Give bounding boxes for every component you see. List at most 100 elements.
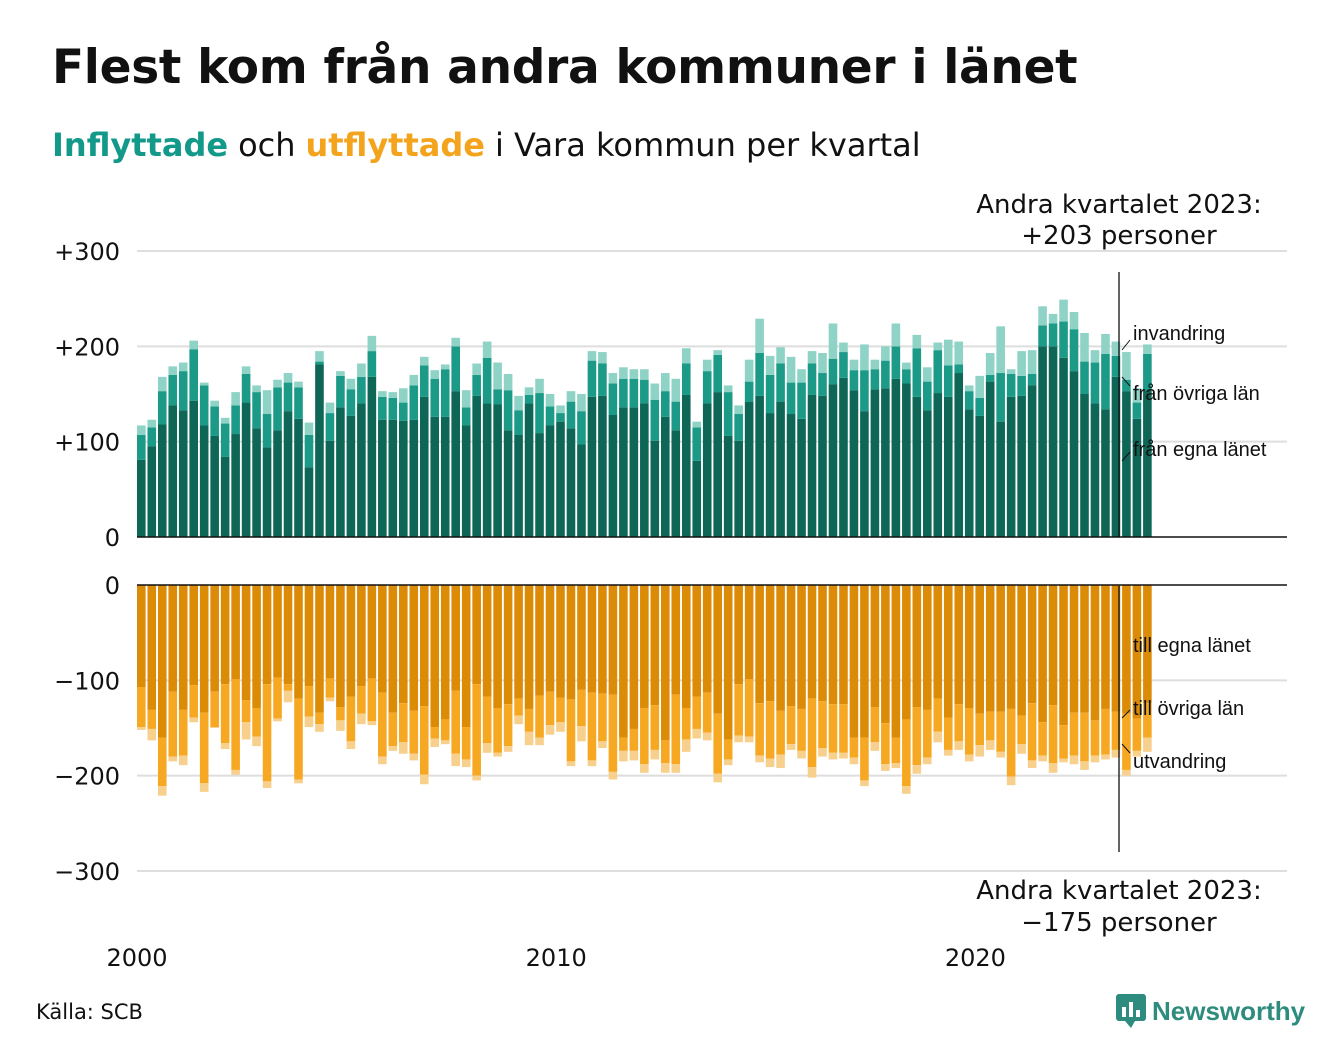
bar-in-other-counties — [650, 399, 660, 441]
bar-out-own-county — [252, 585, 261, 708]
bar-in-other-counties — [587, 360, 597, 397]
bar-out-own-county — [1059, 585, 1068, 726]
bar-in-other-counties — [545, 406, 555, 426]
bar-out-own-county — [587, 585, 597, 693]
bar-out-other-counties — [1006, 708, 1016, 777]
bar-in-other-counties — [1080, 361, 1089, 394]
bar-out-emigration — [577, 726, 586, 742]
bar-in-immigration — [252, 385, 261, 393]
bar-in-other-counties — [168, 374, 178, 406]
bar-out-other-counties — [451, 690, 460, 754]
bar-out-emigration — [744, 736, 754, 743]
bar-out-other-counties — [482, 696, 492, 744]
bar-in-other-counties — [419, 365, 429, 397]
bar-out-other-counties — [577, 689, 586, 727]
bar-in-other-counties — [1132, 402, 1142, 419]
bar-in-own-county — [262, 447, 272, 537]
bar-out-emigration — [199, 783, 209, 792]
bar-out-emigration — [1122, 769, 1131, 776]
bar-in-immigration — [262, 390, 272, 415]
bar-in-other-counties — [755, 353, 764, 396]
bar-out-own-county — [985, 585, 995, 712]
series-label-till-ovriga-lan: till övriga län — [1133, 698, 1244, 720]
bar-in-own-county — [168, 405, 178, 537]
bar-in-own-county — [807, 394, 817, 537]
bar-in-own-county — [1132, 418, 1142, 537]
bar-out-own-county — [493, 585, 502, 708]
bar-out-own-county — [168, 585, 178, 692]
bar-out-emigration — [849, 757, 859, 765]
bar-out-emigration — [241, 722, 251, 740]
bar-in-own-county — [1080, 394, 1089, 537]
bar-out-own-county — [765, 585, 775, 702]
bar-out-other-counties — [346, 696, 356, 742]
bar-out-own-county — [294, 585, 303, 699]
bar-in-immigration — [535, 378, 544, 394]
bar-in-own-county — [283, 411, 293, 537]
bar-in-immigration — [755, 318, 764, 354]
bar-in-immigration — [702, 359, 712, 372]
bar-out-emigration — [923, 757, 932, 765]
bar-out-own-county — [220, 585, 230, 685]
bar-out-emigration — [336, 720, 345, 731]
brand-name: Newsworthy — [1152, 995, 1306, 1026]
y-tick-label-top: +300 — [54, 238, 120, 266]
x-tick-label: 2010 — [526, 944, 587, 972]
bar-out-own-county — [378, 585, 387, 693]
bar-out-own-county — [661, 585, 670, 741]
bar-in-immigration — [975, 375, 984, 398]
bar-out-emigration — [881, 764, 890, 771]
bar-in-other-counties — [765, 374, 775, 414]
bar-in-other-counties — [346, 389, 356, 416]
bar-in-other-counties — [231, 405, 240, 435]
bar-out-other-counties — [954, 704, 964, 742]
bar-out-other-counties — [199, 712, 209, 784]
bar-in-immigration — [325, 402, 335, 414]
bar-out-emigration — [451, 753, 460, 767]
bar-in-other-counties — [472, 374, 481, 396]
bar-out-emigration — [629, 750, 639, 761]
bar-out-emigration — [619, 750, 628, 762]
bar-out-own-county — [954, 585, 964, 705]
bar-out-other-counties — [304, 686, 314, 717]
bar-in-other-counties — [1059, 321, 1068, 358]
bar-in-immigration — [640, 369, 649, 380]
bar-out-own-county — [409, 585, 419, 711]
bar-in-other-counties — [975, 397, 984, 416]
bar-in-own-county — [923, 410, 932, 537]
bar-out-other-counties — [220, 684, 230, 744]
bar-out-own-county — [1111, 585, 1121, 712]
bar-out-own-county — [430, 585, 440, 728]
bar-out-other-counties — [189, 685, 198, 718]
bar-out-own-county — [577, 585, 586, 690]
bar-in-other-counties — [493, 389, 502, 405]
bar-out-own-county — [608, 585, 618, 695]
bar-out-own-county — [818, 585, 827, 702]
bar-out-own-county — [189, 585, 198, 686]
bar-out-emigration — [985, 740, 995, 750]
y-tick-label-bottom: −100 — [54, 667, 120, 695]
bar-out-own-county — [357, 585, 366, 687]
bar-out-own-county — [451, 585, 460, 691]
bar-in-own-county — [640, 403, 649, 537]
bar-in-other-counties — [1143, 353, 1152, 391]
bar-in-immigration — [482, 341, 492, 358]
series-label-pointer-utvandring — [1121, 743, 1131, 754]
bar-in-own-county — [860, 411, 869, 537]
bar-in-immigration — [891, 323, 901, 347]
bar-out-own-county — [346, 585, 356, 697]
bar-in-other-counties — [157, 391, 167, 425]
bar-out-own-county — [776, 585, 785, 711]
bar-in-immigration — [1069, 312, 1079, 330]
bar-out-emigration — [220, 743, 230, 749]
bar-out-emigration — [189, 717, 198, 723]
bar-in-immigration — [241, 366, 251, 374]
bar-in-other-counties — [388, 397, 398, 420]
bar-out-other-counties — [514, 698, 523, 716]
bar-in-immigration — [985, 353, 995, 375]
bar-in-own-county — [199, 425, 209, 537]
bar-in-immigration — [619, 367, 628, 379]
bar-in-immigration — [661, 373, 670, 392]
bar-out-other-counties — [137, 687, 146, 728]
axis-labels: 0 +100 +200 +300 0 −100 −200 −300 2000 2010 2020 — [54, 238, 1006, 972]
